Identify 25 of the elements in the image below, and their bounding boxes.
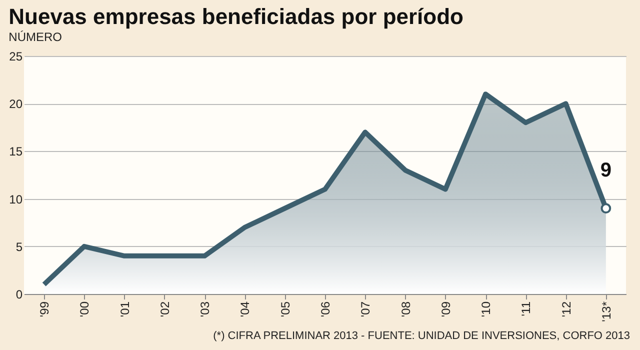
x-tick-label: '11 [519,301,534,316]
x-tick-label: '07 [358,301,373,318]
x-tick-label: '01 [118,301,132,318]
x-tick-label: '08 [398,301,413,318]
y-tick-label: 15 [9,144,23,159]
x-tick-label: '00 [78,301,92,318]
x-tick-label: '09 [438,301,453,318]
x-tick-label: '06 [318,301,332,318]
x-tick-label: '03 [198,301,212,318]
chart-subtitle: NÚMERO [8,30,62,44]
x-tick-label: '04 [238,301,252,318]
data-label: 9 [600,159,612,182]
x-tick-label: '10 [479,301,494,318]
chart-title: Nuevas empresas beneficiadas por período [8,4,464,29]
x-tick-label: '02 [158,301,172,318]
y-tick-label: 10 [9,192,23,206]
y-tick-label: 5 [16,240,23,254]
x-tick-label: '13* [599,301,614,322]
y-tick-label: 25 [9,50,23,64]
text: (*) CIFRA PRELIMINAR 2013 - FUENTE: UNIDAD DE INVERSIONES, CORFO 2013 [213,330,630,342]
y-tick-label: 0 [16,288,23,302]
y-tick-label: 20 [9,97,23,112]
x-tick-label: '99 [38,301,52,318]
x-tick-label: '05 [278,301,292,318]
x-tick-label: '12 [559,301,574,318]
